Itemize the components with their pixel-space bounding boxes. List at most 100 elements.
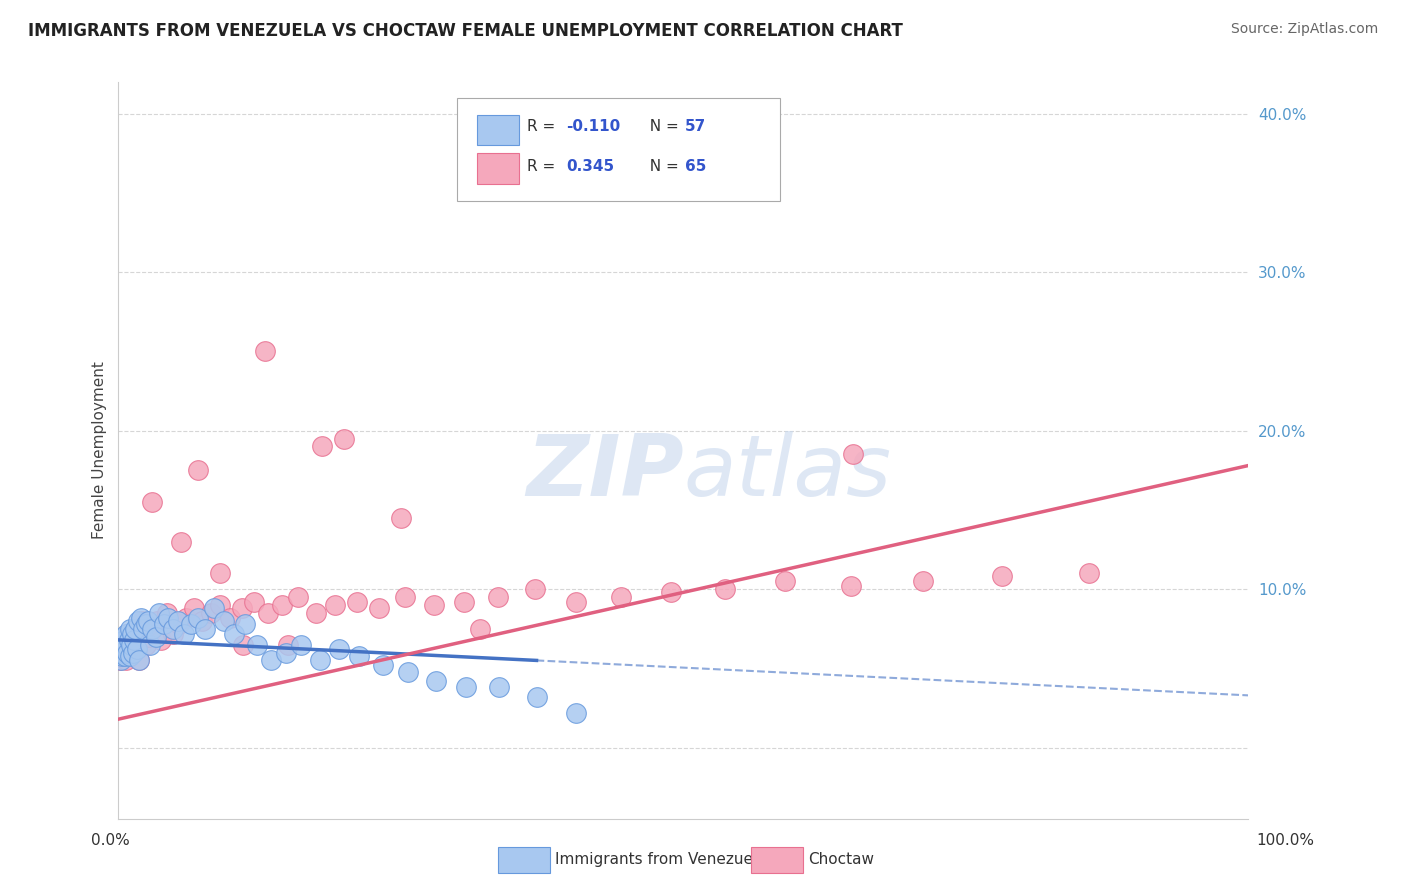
Text: N =: N =: [640, 160, 683, 174]
Point: [194, 622, 217, 636]
Point: [115, 626, 138, 640]
Point: [110, 646, 132, 660]
Point: [396, 665, 419, 679]
Point: [122, 632, 145, 647]
Point: [157, 610, 180, 624]
Point: [456, 681, 478, 695]
Point: [128, 653, 150, 667]
Point: [117, 626, 139, 640]
Point: [145, 630, 167, 644]
Point: [139, 638, 162, 652]
Point: [991, 569, 1014, 583]
Point: [110, 653, 132, 667]
Point: [150, 632, 173, 647]
Point: [347, 648, 370, 663]
Point: [115, 653, 138, 667]
Text: 0.0%: 0.0%: [91, 833, 131, 847]
Point: [254, 344, 277, 359]
Point: [488, 681, 510, 695]
Point: [112, 632, 135, 647]
Point: [128, 653, 150, 667]
Point: [162, 626, 184, 640]
Point: [422, 598, 444, 612]
Text: R =: R =: [527, 160, 561, 174]
Point: [135, 638, 157, 652]
Point: [127, 614, 149, 628]
Point: [209, 598, 232, 612]
Point: [260, 653, 283, 667]
Point: [212, 614, 235, 628]
Point: [486, 590, 509, 604]
Point: [773, 574, 796, 589]
Point: [180, 617, 202, 632]
Point: [122, 646, 145, 660]
Point: [311, 440, 333, 454]
Point: [146, 614, 169, 628]
Point: [117, 646, 139, 660]
Point: [111, 630, 134, 644]
Point: [222, 626, 245, 640]
Point: [129, 610, 152, 624]
Text: IMMIGRANTS FROM VENEZUELA VS CHOCTAW FEMALE UNEMPLOYMENT CORRELATION CHART: IMMIGRANTS FROM VENEZUELA VS CHOCTAW FEM…: [28, 22, 903, 40]
Point: [271, 598, 294, 612]
Point: [141, 495, 163, 509]
Point: [183, 601, 205, 615]
Point: [274, 646, 297, 660]
Text: 57: 57: [685, 120, 706, 134]
Point: [610, 590, 633, 604]
Point: [232, 638, 254, 652]
Text: 65: 65: [685, 160, 706, 174]
Point: [714, 582, 737, 596]
Point: [118, 638, 141, 652]
Text: Choctaw: Choctaw: [808, 853, 875, 867]
Point: [842, 447, 865, 461]
Point: [114, 648, 136, 663]
Point: [368, 601, 391, 615]
Point: [124, 622, 146, 636]
Point: [162, 622, 184, 636]
Point: [191, 614, 214, 628]
Point: [186, 463, 208, 477]
Point: [167, 614, 190, 628]
Point: [136, 614, 159, 628]
Text: ZIP: ZIP: [526, 431, 683, 514]
Point: [132, 622, 155, 636]
Point: [659, 585, 682, 599]
Point: [325, 598, 347, 612]
Point: [112, 642, 135, 657]
Point: [117, 646, 139, 660]
Point: [125, 622, 148, 636]
Point: [305, 606, 328, 620]
Point: [277, 638, 299, 652]
Point: [174, 610, 197, 624]
Point: [565, 595, 588, 609]
Text: 100.0%: 100.0%: [1257, 833, 1315, 847]
Point: [115, 638, 138, 652]
Point: [565, 706, 588, 720]
Point: [839, 579, 862, 593]
Text: Immigrants from Venezuela: Immigrants from Venezuela: [555, 853, 768, 867]
Point: [346, 595, 368, 609]
Point: [135, 617, 157, 632]
Point: [468, 622, 491, 636]
Point: [186, 610, 208, 624]
Point: [112, 642, 135, 657]
Point: [246, 638, 269, 652]
Point: [290, 638, 312, 652]
Point: [118, 622, 141, 636]
Point: [125, 642, 148, 657]
Point: [209, 566, 232, 581]
Point: [524, 582, 547, 596]
Point: [121, 630, 143, 644]
Point: [141, 622, 163, 636]
Point: [328, 642, 350, 657]
Point: [1078, 566, 1101, 581]
Point: [200, 606, 222, 620]
Point: [394, 590, 416, 604]
Point: [118, 648, 141, 663]
Text: atlas: atlas: [683, 431, 891, 514]
Text: 0.345: 0.345: [567, 160, 614, 174]
Point: [108, 653, 131, 667]
Point: [233, 617, 256, 632]
Point: [111, 648, 134, 663]
